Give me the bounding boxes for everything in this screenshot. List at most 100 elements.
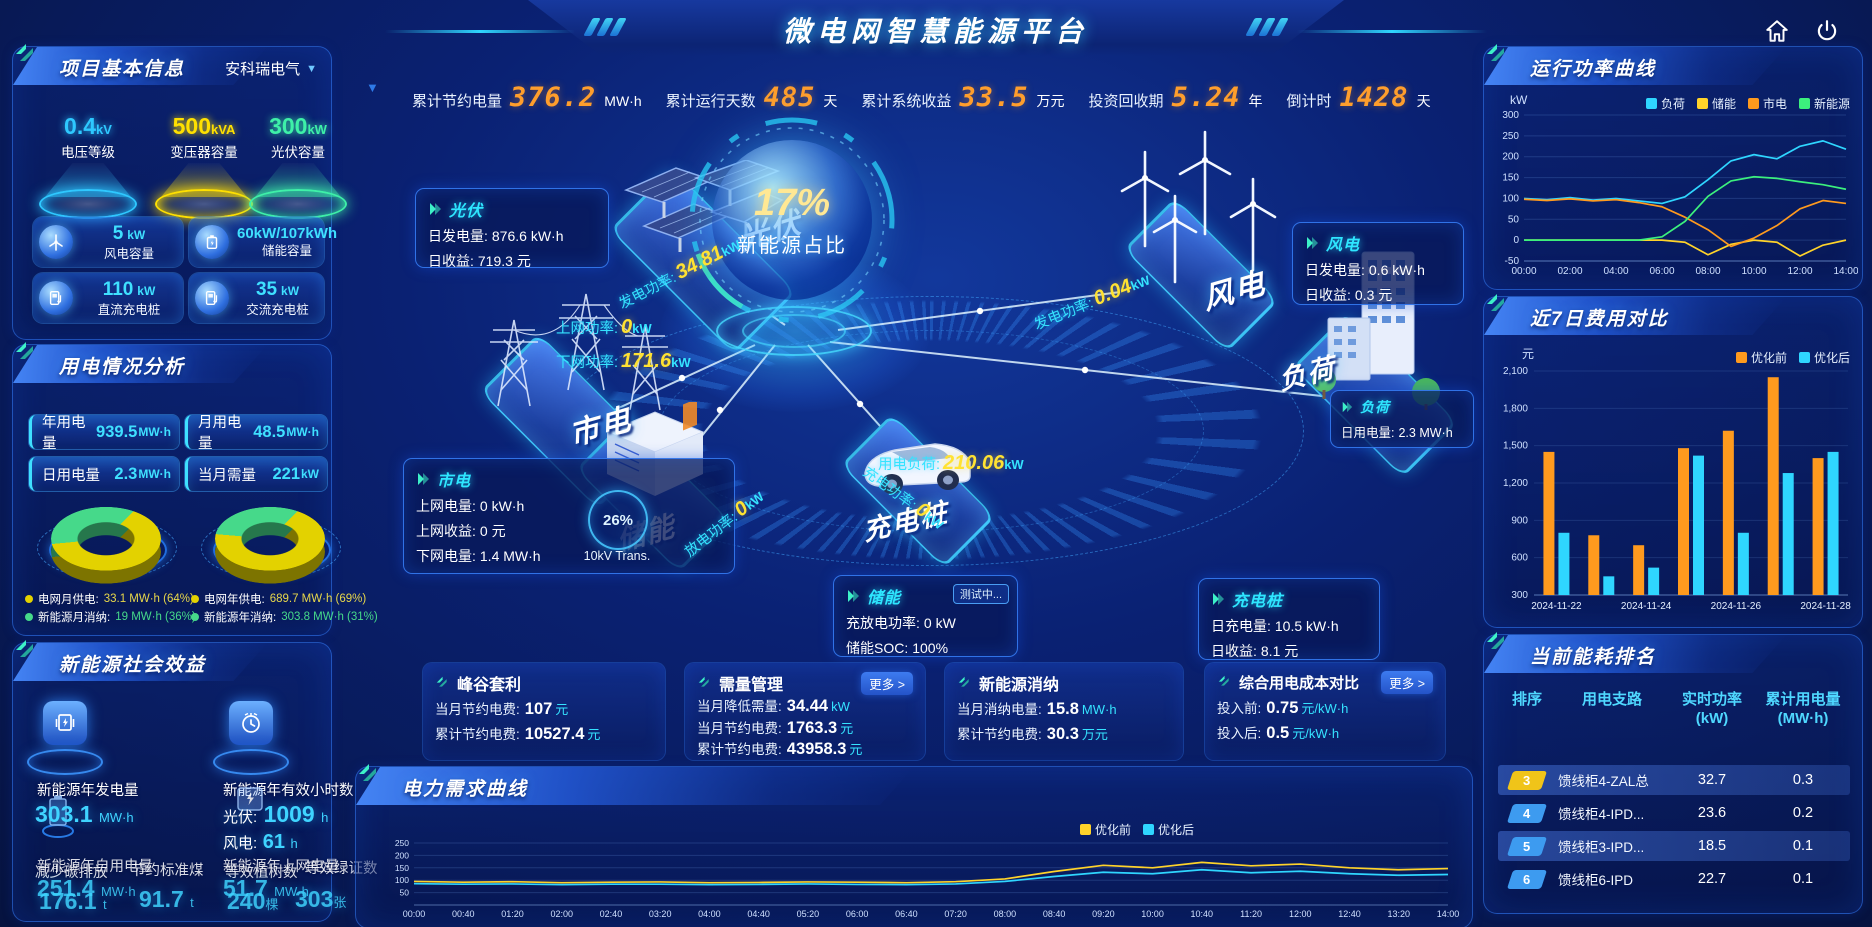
legend-month-renewable: 新能源月消纳: 19 MW·h (36%): [25, 609, 196, 625]
legend-item-优化前[interactable]: 优化前: [1080, 821, 1131, 838]
panel-corner-icon: [356, 761, 380, 788]
transformer-load-percent: 26%: [588, 490, 648, 550]
ranking-table-header: 排序 用电支路 实时功率 (kW) 累计用电量 (MW·h): [1511, 691, 1841, 727]
pedestal-base: [213, 749, 289, 775]
flow-from-grid: 下网功率: 171.6kW: [556, 350, 691, 372]
wind-hours-value: 风电: 61 h: [223, 831, 298, 853]
legend-item-储能[interactable]: 储能: [1696, 95, 1736, 112]
panel-cost-compare: 近7日费用对比 元 优化前 优化后 2,100 1,800 1,500 1,200 900…: [1483, 294, 1863, 628]
card-corner-icon: [435, 675, 449, 692]
company-selector[interactable]: 安科瑞电气 ▼: [225, 58, 317, 79]
trees-value: 240棵: [227, 888, 279, 914]
chevron-right-icon: [848, 590, 859, 602]
svg-text:08:00: 08:00: [1695, 266, 1720, 277]
svg-text:900: 900: [1511, 515, 1528, 526]
legend-swatch: [1747, 98, 1759, 109]
summary-stats-bar: ▼ 累计节约电量 376.2 MW·h 累计运行天数 485 天 累计系统收益 33.5 万…: [366, 76, 1431, 118]
svg-text:03:20: 03:20: [649, 909, 672, 919]
center-sphere: 17% 新能源占比: [712, 140, 872, 300]
svg-text:2024-11-26: 2024-11-26: [1711, 601, 1762, 612]
panel-corner-icon: [13, 637, 37, 664]
svg-text:250: 250: [1502, 131, 1519, 142]
stat-year-usage: 年用电量 939.5 MW·h: [29, 415, 179, 452]
ranking-row: 5 馈线柜3-IPD... 18.5 0.1: [1498, 831, 1850, 861]
page-title: 微电网智慧能源平台: [782, 16, 1089, 47]
clock-icon: [229, 701, 273, 745]
tile-wind-capacity: 5 kW 风电容量: [33, 217, 183, 267]
more-button[interactable]: 更多 >: [1381, 671, 1433, 694]
ev-car-illustration: [864, 443, 971, 494]
panel-header-bar: [13, 47, 267, 85]
svg-text:2024-11-22: 2024-11-22: [1531, 601, 1582, 612]
collapse-caret-icon[interactable]: ▼: [366, 80, 379, 95]
svg-text:50: 50: [400, 888, 410, 898]
panel-usage-analysis: 用电情况分析 年用电量 939.5 MW·h 月用电量 48.5 MW·h 日用电量 2.…: [12, 342, 378, 636]
legend-swatch: [1645, 98, 1657, 109]
callout-charger: 充电桩 日充电量: 10.5 kW·h 日收益: 8.1 元: [1198, 578, 1380, 660]
legend-swatch: [1696, 98, 1708, 109]
annual-generation-value: 303.1 MW·h: [35, 801, 134, 827]
panel-title: 项目基本信息: [59, 59, 186, 80]
coal-label: 节约标准煤: [131, 863, 204, 879]
renewable-share-value: 17%: [753, 182, 831, 224]
svg-text:07:20: 07:20: [944, 909, 967, 919]
cone-pv-capacity: 300kW 光伏容量: [243, 113, 353, 219]
card-peak-valley-arbitrage: 峰谷套利 当月节约电费: 107 元 累计节约电费: 10527.4 元: [423, 663, 665, 760]
legend-year-renewable: 新能源年消纳: 303.8 MW·h (31%): [191, 609, 378, 625]
legend-item-负荷[interactable]: 负荷: [1645, 95, 1685, 112]
pedestal-hours: [213, 701, 289, 775]
energy-panel-icon: [43, 701, 87, 745]
y-axis-unit: 元: [1522, 347, 1535, 361]
header-banner: [528, 0, 1344, 56]
hub-base-ring: [716, 306, 872, 356]
renewable-share-label: 新能源占比: [737, 235, 847, 257]
bolt-glitch-icon: [235, 785, 265, 820]
legend-item-优化后[interactable]: 优化后: [1798, 349, 1850, 366]
wind-turbine-icon: [39, 225, 73, 259]
pedestal-base: [27, 749, 103, 775]
svg-text:04:00: 04:00: [1603, 266, 1628, 277]
card-title: 峰谷套利: [457, 677, 522, 694]
home-button[interactable]: [1760, 14, 1794, 48]
stat-month-usage: 月用电量 48.5 MW·h: [185, 415, 327, 452]
svg-text:06:40: 06:40: [895, 909, 918, 919]
legend-item-市电[interactable]: 市电: [1747, 95, 1787, 112]
power-icon: [1817, 20, 1837, 41]
callout-load: 负荷 日用电量: 2.3 MW·h: [1330, 390, 1474, 448]
callout-pv: 光伏 日发电量: 876.6 kW·h 日收益: 719.3 元: [415, 188, 609, 269]
card-corner-icon: [957, 675, 971, 692]
battery-icon: [195, 225, 229, 259]
svg-text:12:40: 12:40: [1338, 909, 1361, 919]
callout-wind: 风电 日发电量: 0.6 kW·h 日收益: 0.3 元: [1292, 222, 1464, 305]
legend-month-grid: 电网月供电: 33.1 MW·h (64%): [25, 591, 194, 607]
svg-text:300: 300: [1502, 110, 1519, 121]
stat-month-demand: 当月需量 221 kW: [185, 457, 327, 491]
card-title: 新能源消纳: [979, 677, 1060, 694]
svg-text:09:20: 09:20: [1092, 909, 1115, 919]
svg-text:02:00: 02:00: [550, 909, 573, 919]
legend-swatch: [1798, 98, 1810, 109]
svg-text:01:20: 01:20: [501, 909, 524, 919]
power-button[interactable]: [1810, 14, 1844, 48]
stat-running-days: 累计运行天数 485 天: [665, 81, 838, 113]
panel-corner-icon: [1484, 41, 1508, 68]
rank-badge: 4: [1506, 803, 1548, 823]
cone-voltage-level: 0.4kV 电压等级: [33, 113, 143, 219]
chevron-right-icon: [430, 203, 441, 215]
legend-item-优化后[interactable]: 优化后: [1143, 821, 1194, 838]
to-grid-value: 51.7 MW·h: [223, 875, 309, 901]
trees-label: 等效植树数: [225, 865, 298, 881]
legend-item-新能源[interactable]: 新能源: [1798, 95, 1850, 112]
legend-item-优化前[interactable]: 优化前: [1735, 349, 1787, 366]
svg-text:600: 600: [1511, 553, 1528, 564]
wind-turbines-illustration: [1120, 130, 1277, 284]
more-button[interactable]: 更多 >: [861, 671, 913, 695]
demand-chart-legend: 优化前 优化后: [1080, 821, 1194, 838]
to-grid-label: 新能源年上网电量: [223, 859, 339, 875]
legend-swatch: [1798, 352, 1810, 363]
panel-project-info: 项目基本信息 安科瑞电气 ▼ 0.4kV 电压等级 500kVA 变压器容量 3…: [12, 44, 347, 340]
panel-power-curve: 运行功率曲线 kW 负荷 储能 市电 新能源 300 250 200 150 100 50 0 -5…: [1483, 44, 1863, 290]
svg-text:1,500: 1,500: [1503, 441, 1528, 452]
card-corner-icon: [1217, 674, 1231, 691]
